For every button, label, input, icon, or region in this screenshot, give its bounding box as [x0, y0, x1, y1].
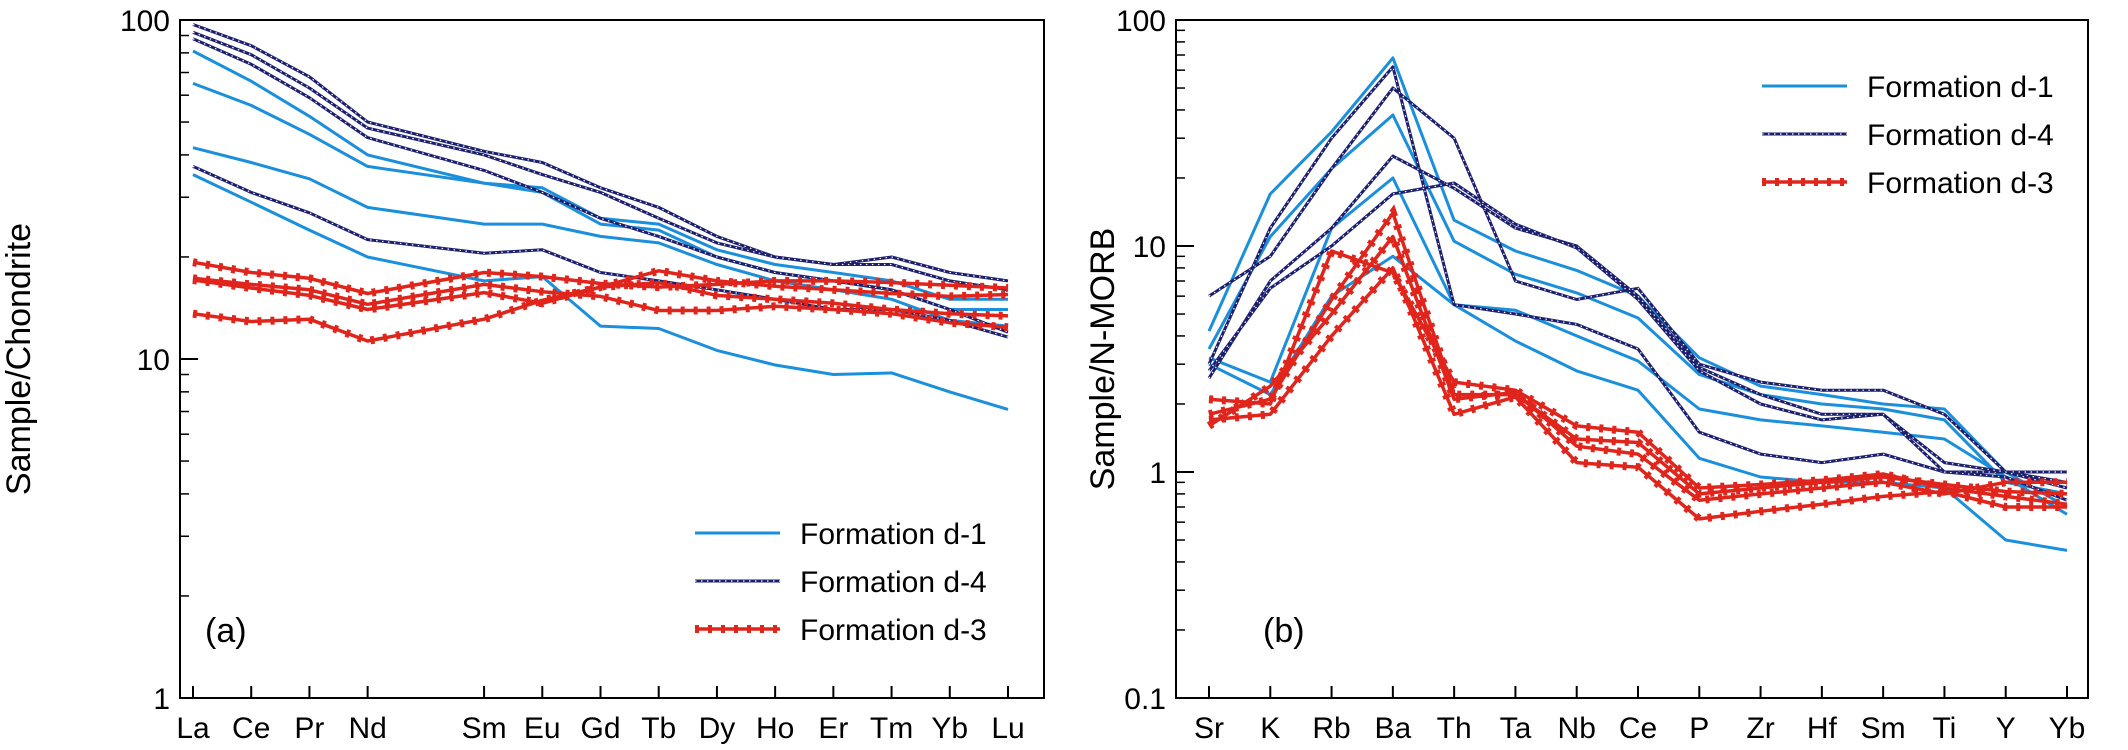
panel-a-legend: Formation d-1 Formation d-4 Formation d-3: [695, 518, 987, 647]
x-tick-label: Pr: [294, 712, 324, 745]
x-tick-label: K: [1260, 712, 1280, 745]
series-line-d1-1: [192, 81, 1008, 301]
panel-b-label: (b): [1263, 612, 1305, 650]
series-line-d1-2: [1208, 176, 2068, 516]
x-tick-label: Gd: [580, 712, 620, 745]
x-tick-label: Ba: [1375, 712, 1412, 745]
legend-label-d1: Formation d-1: [800, 518, 987, 551]
series-line-d4-5-markers: [1208, 65, 2067, 473]
y-tick-label: 10: [1133, 231, 1166, 264]
legend-label-d4: Formation d-4: [1867, 119, 2054, 152]
panel-a-chart: 1 10 100 La Ce Pr Nd Sm Eu Gd Tb Dy Ho Er Tm Yb Lu Sampl…: [0, 5, 1045, 745]
series-line-d3-9-markers: [1208, 204, 2068, 499]
series-line-d3-10-markers: [192, 278, 1009, 346]
x-tick-label: Tm: [870, 712, 913, 745]
legend-label-d1: Formation d-1: [1867, 71, 2054, 104]
x-tick-label: Th: [1437, 712, 1472, 745]
y-tick-label: 100: [120, 5, 170, 38]
series-line-d4-6: [1207, 154, 2068, 490]
x-tick-label: Ce: [232, 712, 270, 745]
legend-label-d4: Formation d-4: [800, 566, 987, 599]
y-tick-label: 1: [1149, 457, 1166, 490]
y-tick-label: 1: [153, 683, 170, 716]
series-line-d1-3: [192, 173, 1009, 411]
panel-a-label: (a): [205, 612, 247, 650]
x-tick-label: La: [176, 712, 210, 745]
x-tick-label: Lu: [991, 712, 1024, 745]
x-tick-label: Eu: [524, 712, 561, 745]
series-line-d4-5: [192, 30, 1009, 292]
panel-b-legend: Formation d-1 Formation d-4 Formation d-3: [1762, 71, 2054, 200]
series-line-d3-9: [1208, 211, 2068, 496]
legend-label-d3: Formation d-3: [800, 614, 987, 647]
x-tick-label: Tb: [641, 712, 676, 745]
x-tick-label: Nb: [1558, 712, 1596, 745]
y-tick-label: 100: [1116, 5, 1166, 38]
y-tick-label: 10: [137, 344, 170, 377]
x-tick-label: Yb: [931, 712, 968, 745]
x-tick-label: Hf: [1807, 712, 1838, 745]
series-line-d1-1: [1207, 113, 2068, 496]
x-tick-label: Sm: [1861, 712, 1906, 745]
series-line-d4-5-markers: [192, 31, 1009, 291]
x-tick-label: Ho: [756, 712, 794, 745]
series-line-d4-4-markers: [192, 23, 1009, 282]
series-line-d4-6-markers: [192, 38, 1009, 333]
panel-a-axes: 1 10 100 La Ce Pr Nd Sm Eu Gd Tb Dy Ho Er Tm Yb Lu: [120, 5, 1025, 745]
x-tick-label: Y: [1996, 712, 2016, 745]
panel-b-chart: 0.1 1 10 100 Sr K Rb Ba Th Ta Nb Ce P Zr Hf Sm Ti Y Yb Sam…: [1084, 5, 2089, 745]
series-line-d3-11-markers: [1208, 260, 2067, 524]
series-line-d3-8-markers: [1208, 245, 2068, 509]
series-line-d3-9-markers: [192, 266, 1009, 314]
panel-b-axes: 0.1 1 10 100 Sr K Rb Ba Th Ta Nb Ce P Zr Hf Sm Ti Y Yb: [1116, 5, 2085, 745]
x-tick-label: Zr: [1746, 712, 1774, 745]
series-line-d3-10: [1208, 234, 2067, 502]
series-line-d4-4-markers: [1208, 87, 2068, 483]
legend-label-d3: Formation d-3: [1867, 167, 2054, 200]
x-tick-label: P: [1689, 712, 1709, 745]
x-tick-label: Ta: [1500, 712, 1532, 745]
y-tick-label: 0.1: [1124, 683, 1166, 716]
panel-b-plot-frame: [1175, 19, 2089, 699]
panel-a-series: [192, 23, 1009, 411]
series-line-d3-11-markers: [192, 274, 1009, 332]
series-line-d1-3: [1208, 254, 2068, 552]
series-line-d3-10-markers: [1206, 228, 2067, 505]
x-tick-label: Ti: [1932, 712, 1956, 745]
panel-a-ylabel: Sample/Chondrite: [0, 223, 38, 495]
x-tick-label: Sm: [462, 712, 507, 745]
x-tick-label: Nd: [348, 712, 386, 745]
x-tick-label: Rb: [1312, 712, 1350, 745]
x-tick-label: Dy: [699, 712, 736, 745]
x-tick-label: Yb: [2049, 712, 2086, 745]
x-tick-label: Ce: [1619, 712, 1657, 745]
series-line-d4-4: [192, 23, 1009, 283]
x-tick-label: Sr: [1194, 712, 1224, 745]
series-line-d4-7-markers: [1208, 182, 2068, 501]
panel-b-series: [1206, 56, 2068, 552]
x-tick-label: Er: [818, 712, 848, 745]
panel-b-ylabel: Sample/N-MORB: [1084, 228, 1122, 491]
series-line-d1-2: [192, 146, 1009, 328]
